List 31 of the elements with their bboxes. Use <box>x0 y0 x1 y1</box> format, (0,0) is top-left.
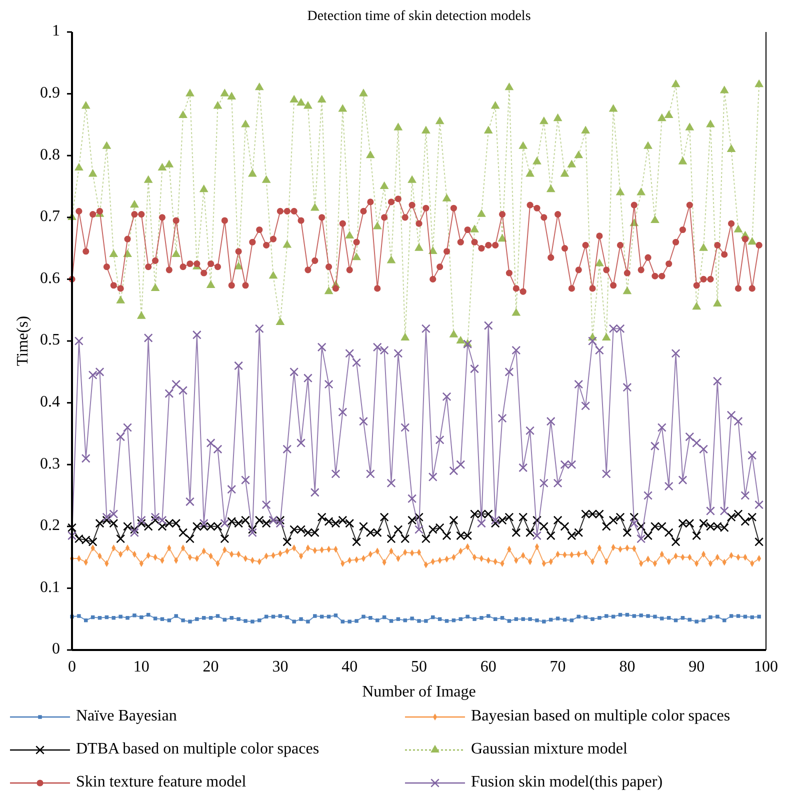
y-tick-label: 0.5 <box>40 332 60 349</box>
x-tick-label: 100 <box>754 658 778 676</box>
chart-title: Detection time of skin detection models <box>307 9 531 24</box>
y-tick-label: 0.4 <box>40 393 60 410</box>
x-tick-label: 70 <box>550 658 566 676</box>
legend-label: Gaussian mixture model <box>471 740 628 758</box>
x-tick-label: 10 <box>133 658 150 676</box>
x-tick-label: 30 <box>272 658 288 676</box>
legend-label: Fusion skin model(this paper) <box>471 774 663 791</box>
x-tick-label: 60 <box>480 658 496 676</box>
y-tick-label: 0.3 <box>40 455 60 472</box>
legend-label: Skin texture feature model <box>76 774 247 791</box>
legend-label: DTBA based on multiple color spaces <box>76 740 320 758</box>
x-tick-label: 90 <box>688 658 705 676</box>
x-axis-title: Number of Image <box>362 684 476 701</box>
x-tick-label: 40 <box>342 658 358 676</box>
y-tick-label: 0.1 <box>40 578 60 596</box>
x-tick-label: 0 <box>68 658 76 676</box>
x-tick-label: 20 <box>202 658 219 676</box>
y-tick-label: 0 <box>52 640 60 658</box>
legend-label: Bayesian based on multiple color spaces <box>471 708 730 725</box>
x-tick-label: 80 <box>619 658 636 676</box>
y-axis-title: Time(s) <box>14 316 32 366</box>
y-tick-label: 1 <box>52 22 60 40</box>
y-tick-label: 0.7 <box>40 208 60 226</box>
y-tick-label: 0.9 <box>40 84 60 102</box>
y-tick-label: 0.6 <box>40 270 60 287</box>
y-tick-label: 0.8 <box>40 146 60 164</box>
x-tick-label: 50 <box>411 658 427 676</box>
y-tick-label: 0.2 <box>40 517 60 534</box>
legend-label: Naïve Bayesian <box>76 708 177 725</box>
